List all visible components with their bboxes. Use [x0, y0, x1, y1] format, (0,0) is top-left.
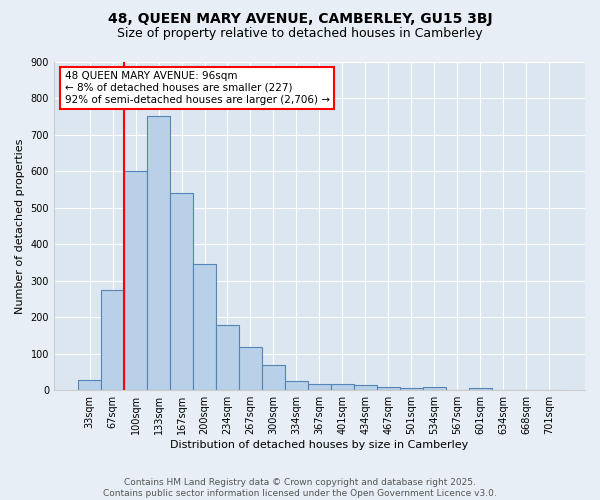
Bar [331, 384, 354, 390]
Bar [400, 388, 423, 390]
Bar [308, 384, 331, 390]
Bar [354, 386, 377, 390]
Bar [239, 347, 262, 390]
Text: Contains HM Land Registry data © Crown copyright and database right 2025.
Contai: Contains HM Land Registry data © Crown c… [103, 478, 497, 498]
Bar [101, 290, 124, 390]
Y-axis label: Number of detached properties: Number of detached properties [15, 138, 25, 314]
Bar [124, 171, 147, 390]
Bar [285, 381, 308, 390]
Bar [193, 264, 216, 390]
Bar [377, 388, 400, 390]
Bar [147, 116, 170, 390]
X-axis label: Distribution of detached houses by size in Camberley: Distribution of detached houses by size … [170, 440, 469, 450]
Bar [469, 388, 492, 390]
Bar [216, 325, 239, 390]
Text: Size of property relative to detached houses in Camberley: Size of property relative to detached ho… [117, 28, 483, 40]
Bar [262, 364, 285, 390]
Text: 48, QUEEN MARY AVENUE, CAMBERLEY, GU15 3BJ: 48, QUEEN MARY AVENUE, CAMBERLEY, GU15 3… [107, 12, 493, 26]
Bar [170, 193, 193, 390]
Text: 48 QUEEN MARY AVENUE: 96sqm
← 8% of detached houses are smaller (227)
92% of sem: 48 QUEEN MARY AVENUE: 96sqm ← 8% of deta… [65, 72, 329, 104]
Bar [423, 388, 446, 390]
Bar [78, 380, 101, 390]
